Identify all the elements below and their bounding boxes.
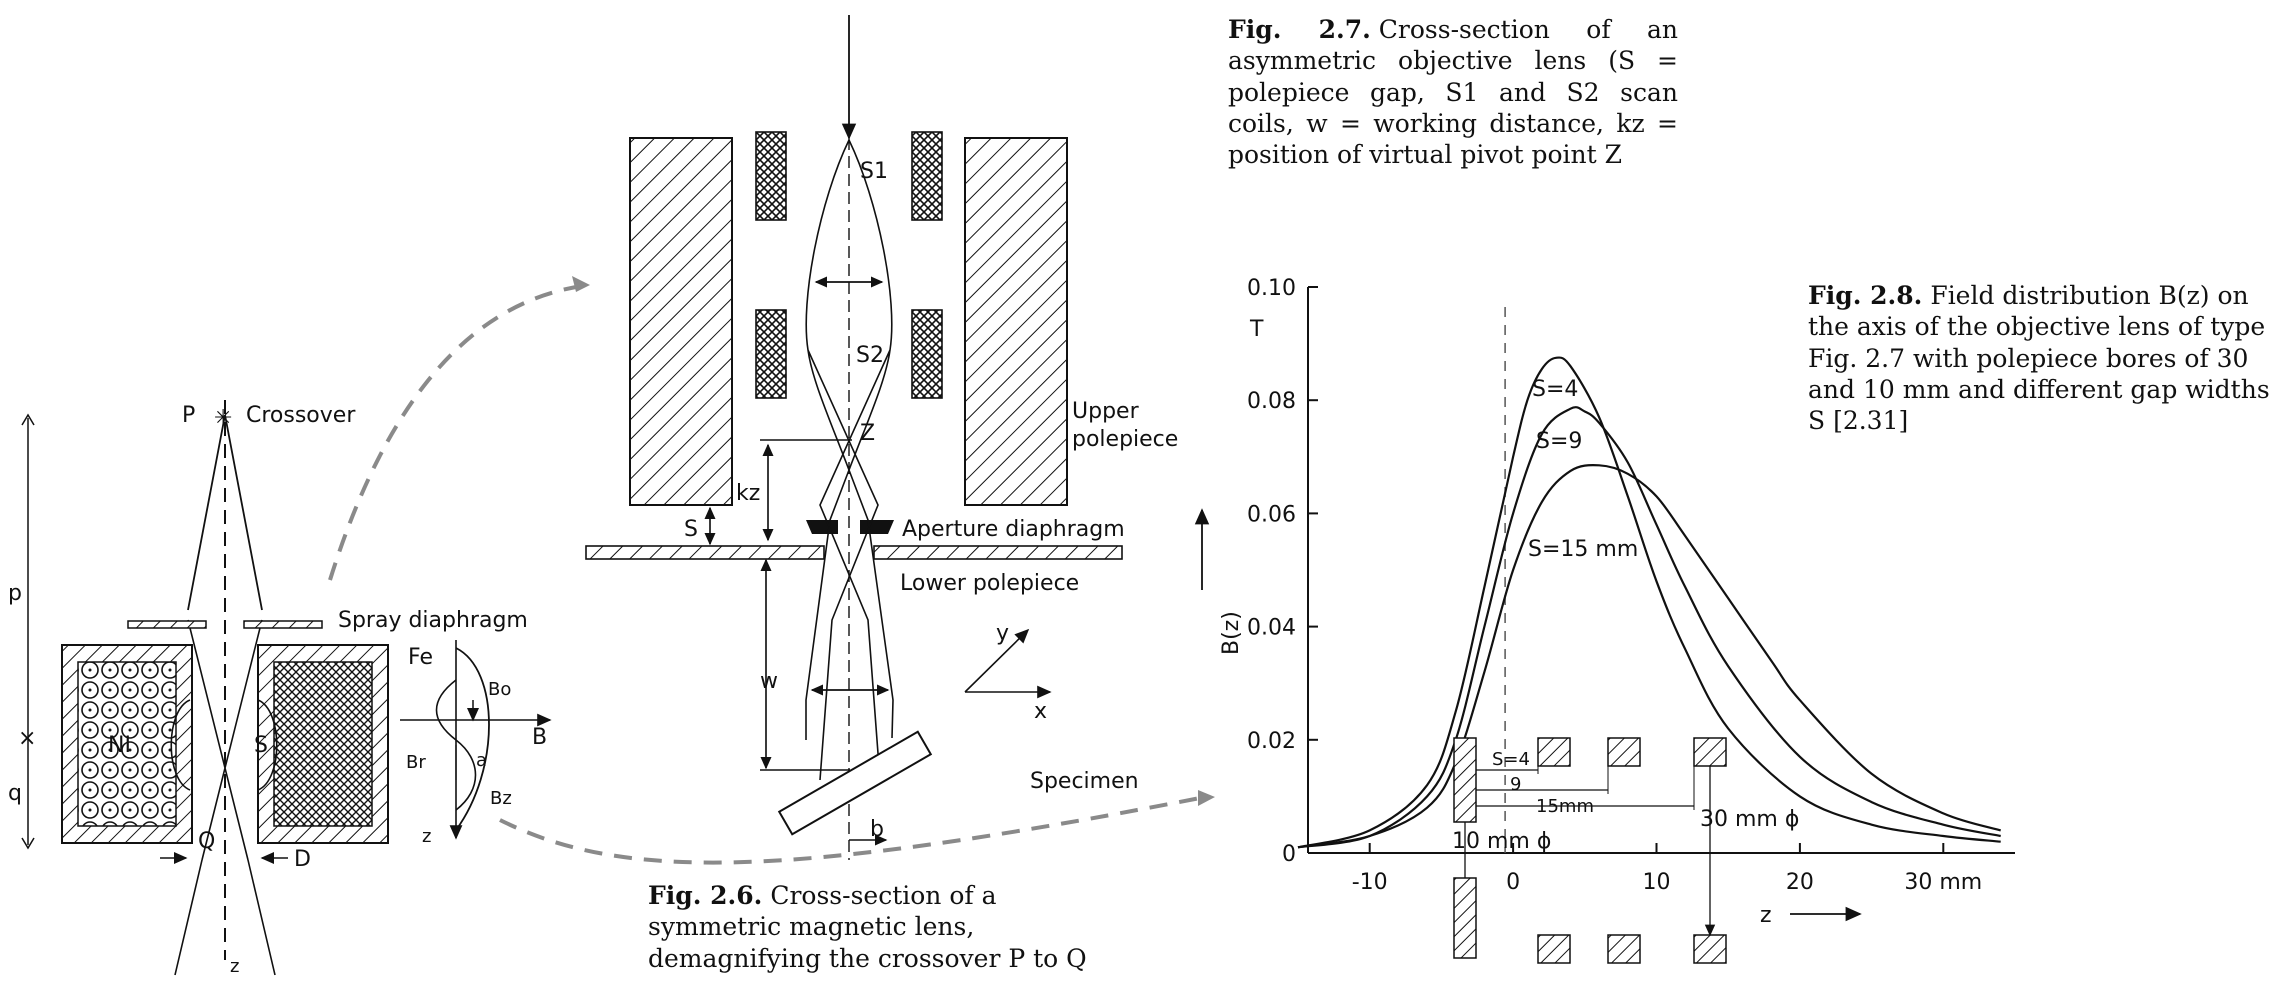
label-bo: Bo [488, 679, 511, 700]
x-tick-label: 10 [1643, 870, 1671, 895]
label-spray-diaphragm: Spray diaphragm [338, 608, 528, 633]
coil-right [273, 661, 373, 827]
label-p: p [8, 581, 22, 606]
chart-ticks: 0 0.02 0.04 0.06 0.08 0.10 -10 0 10 20 30 mm [1247, 276, 1982, 895]
label-s2: S2 [856, 343, 884, 368]
scan-coil-s2-right [911, 309, 943, 399]
x-tick-label: 0 [1506, 870, 1520, 895]
specimen [777, 730, 933, 836]
label-kz: kz [736, 481, 760, 506]
y-tick-label: 0.06 [1247, 502, 1296, 527]
label-z-pivot: Z [860, 421, 875, 446]
polepiece-inset: S=4 9 15mm 10 mm ϕ 30 mm ϕ [1452, 737, 1799, 964]
spray-diaphragm-right [243, 620, 323, 629]
label-z: z [230, 956, 239, 977]
label-P: P [182, 403, 195, 428]
y-tick-label: 0.02 [1247, 729, 1296, 754]
scan-coil-s2-left [755, 309, 787, 399]
label-br: Br [406, 752, 426, 773]
upper-polepiece-left [629, 137, 733, 506]
label-specimen: Specimen [1030, 769, 1139, 794]
label-D: D [294, 847, 311, 872]
x-tick-label: 20 [1786, 870, 1814, 895]
label-s-gap: S [684, 517, 698, 542]
lower-polepiece-right [873, 545, 1123, 560]
label-fe: Fe [408, 645, 433, 670]
y-tick-label: 0.04 [1247, 616, 1296, 641]
y-tick-label: 0 [1282, 842, 1296, 867]
y-tick-label: 0.10 [1247, 276, 1296, 301]
scan-coil-s1-right [911, 131, 943, 221]
series-label-s9: S=9 [1536, 429, 1582, 454]
series-line-2 [1297, 464, 2002, 849]
spray-diaphragm-left [127, 620, 207, 629]
label-polepiece: polepiece [1072, 427, 1178, 452]
label-w: w [760, 669, 778, 694]
series-label-s15: S=15 mm [1528, 537, 1638, 562]
label-b: b [870, 817, 884, 842]
label-x: x [1034, 699, 1047, 724]
label-aperture-diaphragm: Aperture diaphragm [902, 517, 1125, 542]
label-Q: Q [198, 829, 215, 854]
svg-text:×: × [18, 726, 36, 751]
inset-15mm: 15mm [1536, 796, 1594, 817]
label-b: B [532, 725, 547, 750]
inset-9: 9 [1510, 774, 1521, 795]
label-ni: NI [108, 733, 131, 758]
figure-2-6-symmetric-lens: × ✳ P Crossover p q Spray diaphragm Fe N… [8, 400, 552, 977]
crossover-star: ✳ [214, 406, 232, 431]
scan-coil-s1-left [755, 131, 787, 221]
inset-bore-10: 10 mm ϕ [1452, 829, 1551, 854]
label-y: y [996, 621, 1009, 646]
label-s-gap: S [254, 733, 268, 758]
coil-left [77, 661, 177, 827]
label-q: q [8, 781, 22, 806]
label-s1: S1 [860, 159, 888, 184]
y-axis-unit: T [1249, 317, 1264, 342]
series-line-0 [1297, 356, 2001, 849]
label-lower-polepiece: Lower polepiece [900, 571, 1079, 596]
upper-polepiece-right [964, 137, 1068, 506]
chart-axes [1307, 287, 2015, 854]
caption-fig-2-7: Fig. 2.7. Cross-section of an asymmetric … [1228, 15, 1678, 169]
label-upper: Upper [1072, 399, 1140, 424]
label-a: a [476, 750, 487, 771]
series-line-1 [1297, 406, 2001, 849]
scan-beam [805, 139, 894, 781]
label-z-graph: z [422, 826, 431, 847]
lower-polepiece-left [585, 545, 825, 560]
y-axis-label: B(z) [1219, 611, 1244, 655]
x-axis-label: z [1760, 903, 1772, 928]
inset-bore-30: 30 mm ϕ [1700, 807, 1799, 832]
series-label-s4: S=4 [1532, 377, 1578, 402]
x-tick-label: -10 [1352, 870, 1388, 895]
caption-fig-2-6: Fig. 2.6. Cross-section of a symmetric ma… [648, 881, 1087, 973]
x-tick-label: 30 mm [1904, 870, 1982, 895]
crossover-beam [187, 414, 263, 611]
y-tick-label: 0.08 [1247, 389, 1296, 414]
caption-fig-2-8: Fig. 2.8. Field distribution B(z) on the … [1808, 281, 2270, 435]
inset-s4: S=4 [1492, 749, 1530, 770]
